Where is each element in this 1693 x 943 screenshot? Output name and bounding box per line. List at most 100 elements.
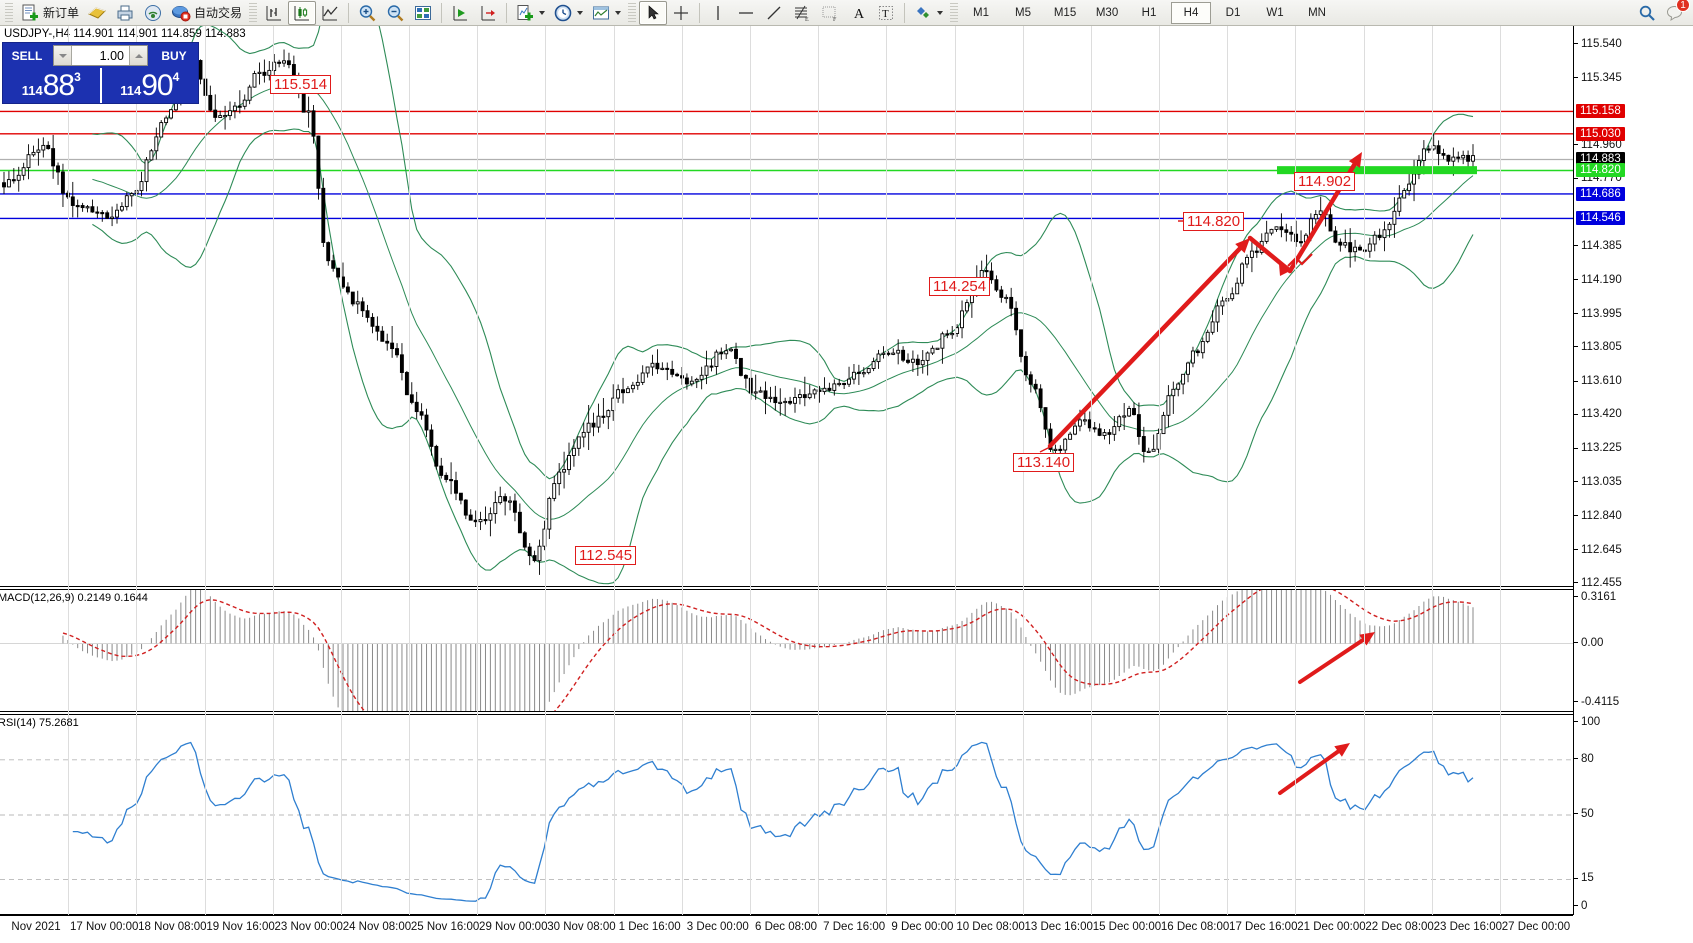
bar-chart-button[interactable]: [260, 1, 288, 25]
price-annotation-label[interactable]: 113.140: [1013, 453, 1075, 472]
bid-quote[interactable]: 114 88 3: [3, 68, 100, 103]
time-tick-label: 27 Dec 00:00: [1501, 921, 1571, 933]
sell-button[interactable]: SELL: [11, 48, 43, 63]
price-annotation-label[interactable]: 114.902: [1294, 172, 1356, 191]
zoom-out-button[interactable]: [381, 1, 409, 25]
shift-end-button[interactable]: [474, 1, 502, 25]
time-gridline: [477, 26, 479, 915]
chevron-down-icon-4[interactable]: [937, 10, 944, 15]
volume-increment-button[interactable]: [129, 46, 147, 65]
chevron-down-icon-2[interactable]: [577, 10, 584, 15]
period-button[interactable]: [549, 1, 587, 25]
chevron-up-icon-vol: [134, 53, 143, 58]
fibonacci-tool-button[interactable]: E: [788, 1, 816, 25]
search-button[interactable]: [1637, 3, 1657, 23]
shapes-tool-button[interactable]: [909, 1, 947, 25]
chart-area[interactable]: USDJPY-,H4 114.901 114.901 114.859 114.8…: [0, 26, 1693, 943]
auto-trading-button[interactable]: 自动交易: [167, 1, 246, 25]
price-level-pill[interactable]: 115.158: [1576, 104, 1625, 119]
time-tick-label: 7 Dec 16:00: [823, 921, 886, 933]
rsi-pane[interactable]: [0, 715, 1573, 915]
rsi-pane-divider: [0, 915, 1573, 916]
price-level-pill[interactable]: 115.030: [1576, 126, 1625, 141]
chevron-down-icon-3[interactable]: [615, 10, 622, 15]
price-annotation-label[interactable]: 114.254: [929, 277, 991, 296]
toolbar-grip-3[interactable]: [628, 2, 637, 23]
price-level-pill[interactable]: 114.546: [1576, 211, 1625, 226]
price-annotation-label[interactable]: 114.820: [1183, 212, 1245, 231]
zoom-in-button[interactable]: [353, 1, 381, 25]
templates-button[interactable]: [587, 1, 625, 25]
timeframe-m1-button[interactable]: M1: [973, 6, 990, 19]
macd-pane[interactable]: [0, 590, 1573, 711]
order-panel-top-row: SELL 1.00 BUY: [3, 43, 198, 68]
volume-decrement-button[interactable]: [54, 46, 72, 65]
toolbar-grip[interactable]: [5, 2, 13, 23]
print-icon: [117, 5, 133, 20]
time-gridline: [272, 26, 274, 915]
price-level-pill[interactable]: 114.686: [1576, 186, 1625, 201]
text-label-tool-button[interactable]: A: [844, 1, 872, 25]
time-tick-label: 17 Nov 00:00: [69, 921, 139, 933]
bid-fraction: 3: [74, 70, 81, 84]
alerts-button[interactable]: 1: [1665, 0, 1690, 23]
crosshair-tool-button[interactable]: [667, 1, 695, 25]
volume-input-group[interactable]: 1.00: [53, 45, 148, 66]
timeframe-h4-button[interactable]: H4: [1171, 1, 1212, 24]
price-level-pill[interactable]: 114.820: [1576, 163, 1625, 178]
timeframe-m15-button[interactable]: M15: [1053, 6, 1077, 19]
time-tick-label: 3 Dec 00:00: [686, 921, 749, 933]
deals-button[interactable]: [83, 1, 111, 25]
print-button[interactable]: [111, 1, 139, 25]
macd-pane-divider: [0, 711, 1573, 712]
price-annotation-label[interactable]: 112.545: [575, 546, 637, 565]
one-click-trading-panel[interactable]: SELL 1.00 BUY 114 88 3 114 90 4: [2, 42, 199, 104]
time-gridline: [1295, 26, 1297, 915]
channel-tool-button[interactable]: F: [816, 1, 844, 25]
line-chart-button[interactable]: [316, 1, 344, 25]
candlestick-chart-button[interactable]: [288, 0, 317, 25]
rsi-label: RSI(14) 75.2681: [0, 717, 79, 729]
indicator-tick: 50: [1574, 808, 1594, 820]
timeframe-m5-button[interactable]: M5: [1015, 6, 1032, 19]
chevron-down-icon[interactable]: [539, 10, 546, 15]
hline-tool-button[interactable]: [732, 1, 760, 25]
vline-tool-button[interactable]: [704, 1, 732, 25]
timeframe-w1-button[interactable]: W1: [1266, 6, 1284, 19]
add-indicator-button[interactable]: [511, 1, 549, 25]
time-tick-label: 10 Dec 08:00: [956, 921, 1025, 933]
ask-pips: 90: [141, 69, 173, 102]
price-tick: 113.995: [1574, 308, 1622, 320]
timeframe-m30-button[interactable]: M30: [1095, 6, 1119, 19]
price-level-pill[interactable]: 114.883: [1576, 152, 1625, 167]
chevron-down-icon-vol: [58, 53, 67, 58]
price-pane[interactable]: [0, 26, 1573, 586]
buy-button[interactable]: BUY: [161, 48, 187, 63]
shift-start-button[interactable]: [446, 1, 474, 25]
price-tick: 114.385: [1574, 240, 1622, 252]
ask-quote[interactable]: 114 90 4: [99, 68, 199, 103]
crosshair-icon: [674, 5, 689, 20]
timeframe-h1-button[interactable]: H1: [1141, 6, 1157, 19]
price-tick-label: 115.345: [1581, 71, 1622, 84]
cursor-tool-button[interactable]: [639, 0, 668, 25]
volume-value[interactable]: 1.00: [99, 48, 124, 63]
price-tick: 114.960: [1574, 139, 1622, 151]
price-annotation-label[interactable]: 115.514: [270, 75, 332, 94]
time-tick-label: 16 Dec 08:00: [1160, 921, 1230, 933]
toolbar-grip-4[interactable]: [950, 2, 959, 23]
price-axis[interactable]: 115.540 115.345 114.960 114.770 114.385 114.1…: [1573, 26, 1693, 915]
price-tick: 113.420: [1574, 408, 1622, 420]
timeframe-mn-button[interactable]: MN: [1308, 6, 1326, 19]
time-tick-label: 19 Nov 16:00: [206, 921, 275, 933]
tile-windows-icon: [415, 5, 432, 20]
signals-button[interactable]: [139, 1, 167, 25]
trendline-tool-button[interactable]: [760, 1, 788, 25]
new-order-button[interactable]: 新订单: [16, 1, 83, 25]
new-order-label: 新订单: [43, 6, 80, 20]
timeframe-d1-button[interactable]: D1: [1225, 6, 1241, 19]
channel-icon: F: [822, 6, 837, 23]
text-box-tool-button[interactable]: T: [872, 1, 900, 25]
tile-windows-button[interactable]: [409, 1, 437, 25]
toolbar-grip-2[interactable]: [249, 2, 258, 23]
